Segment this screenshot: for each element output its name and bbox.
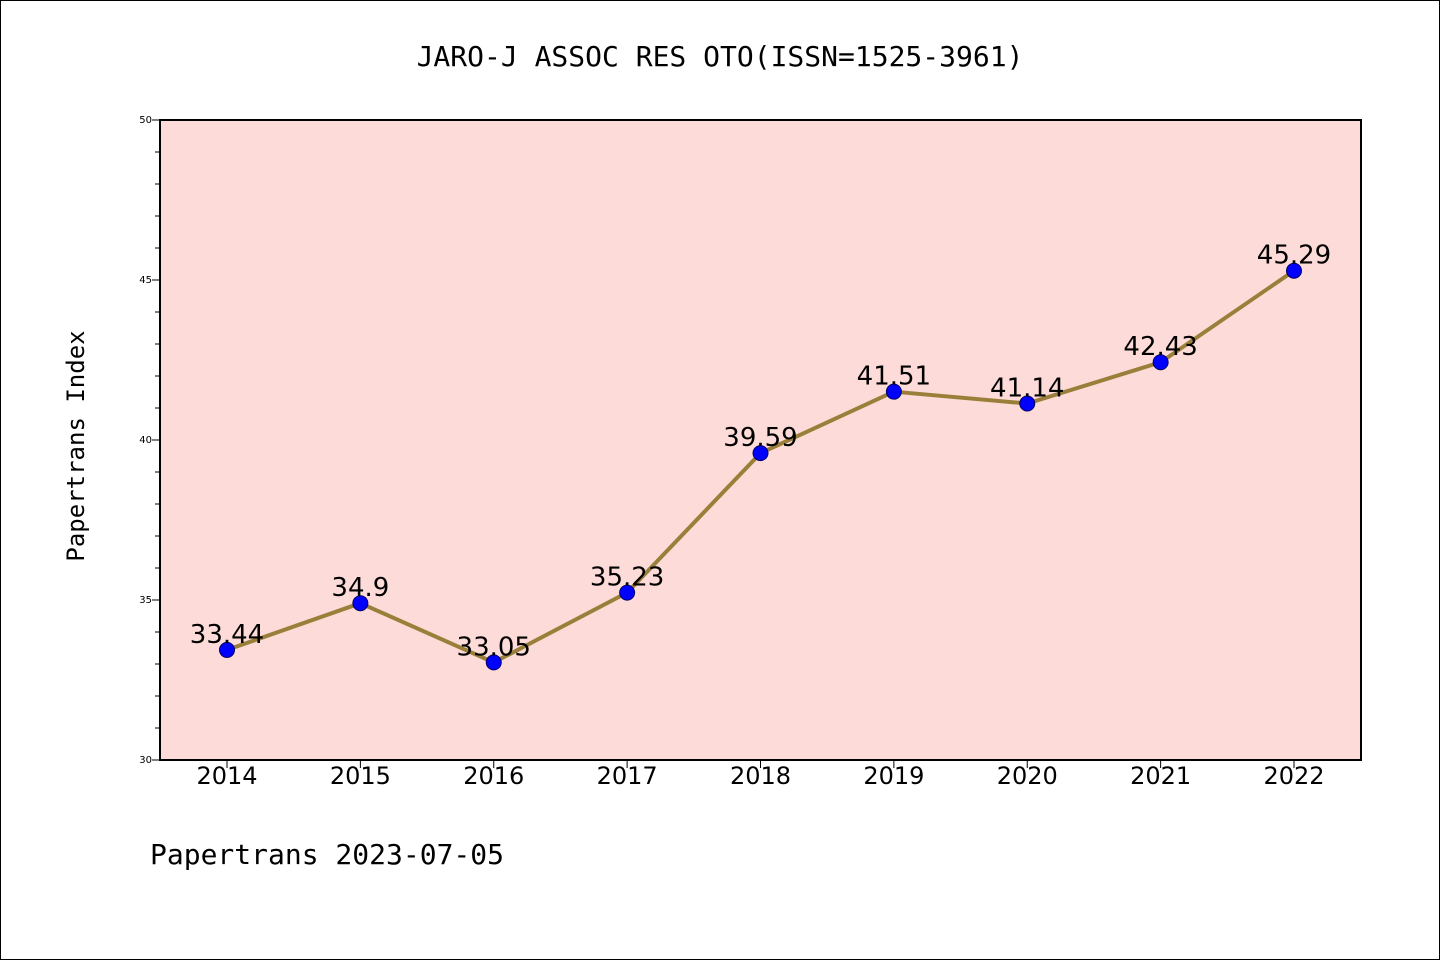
x-tick-label: 2015: [330, 762, 391, 790]
plot-area: [159, 119, 1362, 761]
data-point: [219, 641, 235, 658]
footer-date-label: Papertrans 2023-07-05: [150, 838, 504, 871]
data-label: 35.23: [590, 563, 664, 593]
axis-ticks: 30 35 40 45 50 2014 2015 2016 2017 2018 2019 2020 20…: [139, 115, 1324, 790]
data-point: [885, 383, 902, 400]
x-tick-label: 2021: [1130, 762, 1191, 790]
data-point: [1286, 262, 1302, 279]
data-point: [485, 654, 502, 671]
data-labels: 33.44 34.9 33.05 35.23 39.59 41.51 41.14 42.43 4…: [190, 241, 1331, 663]
y-tick-label: 50: [139, 115, 152, 126]
data-label: 39.59: [723, 423, 797, 453]
y-tick-label: 35: [139, 595, 152, 606]
y-tick-label: 40: [139, 435, 152, 446]
data-label: 41.51: [857, 362, 931, 392]
x-tick-label: 2017: [597, 762, 658, 790]
data-label: 45.29: [1257, 241, 1331, 271]
y-tick-label: 30: [139, 755, 152, 766]
data-point: [1019, 395, 1036, 412]
x-tick-label: 2016: [463, 762, 524, 790]
data-label: 33.44: [190, 620, 264, 650]
x-tick-label: 2018: [730, 762, 791, 790]
x-tick-label: 2019: [863, 762, 924, 790]
data-point: [752, 445, 769, 462]
data-label: 42.43: [1123, 332, 1197, 362]
data-point: [352, 595, 369, 612]
data-label: 34.9: [331, 573, 389, 603]
x-tick-label: 2014: [196, 762, 257, 790]
data-label: 41.14: [990, 374, 1064, 404]
chart-title: JARO-J ASSOC RES OTO(ISSN=1525-3961): [417, 40, 1024, 73]
y-axis-label: Papertrans Index: [62, 330, 90, 561]
x-tick-label: 2022: [1263, 762, 1324, 790]
x-tick-label: 2020: [997, 762, 1058, 790]
data-points: [219, 262, 1302, 671]
data-point: [619, 584, 636, 601]
y-tick-label: 45: [139, 275, 152, 286]
data-point: [1152, 354, 1169, 371]
data-label: 33.05: [457, 632, 531, 662]
